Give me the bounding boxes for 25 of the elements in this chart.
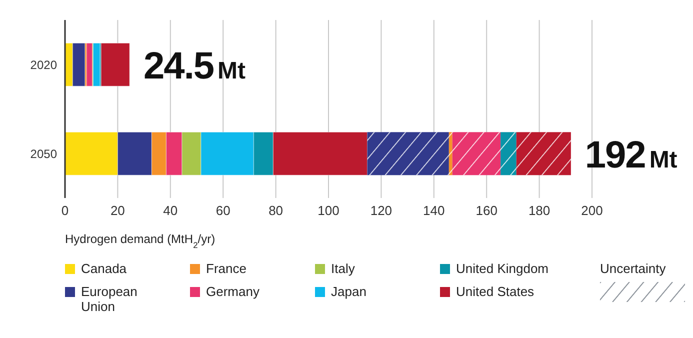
x-tick-label: 100 [318,203,340,218]
x-tick-label: 20 [110,203,125,218]
legend-label: United States [456,284,534,299]
x-tick-label: 180 [528,203,550,218]
x-tick-label: 200 [581,203,603,218]
annotation: 192Mt [584,134,678,176]
x-tick-label: 140 [423,203,445,218]
x-tick-label: 160 [476,203,498,218]
x-tick-label: 80 [268,203,284,218]
legend-label: European Union [81,284,138,314]
x-tick-label: 120 [370,203,392,218]
legend-label: Italy [331,261,355,276]
legend-label: Japan [331,284,366,299]
x-tick-label: 40 [163,203,178,218]
x-tick-label: 0 [61,203,69,218]
legend-label: Canada [81,261,127,276]
x-axis-title: Hydrogen demand (MtH$_{2}$/yr) [65,232,216,250]
text: Uncertainty [600,261,667,276]
x-tick-label: 60 [216,203,230,218]
annotation: 24.5Mt [144,46,246,88]
legend-label: Germany [206,284,260,299]
y-tick-label: 2020 [30,58,58,72]
y-tick-label: 2050 [30,146,58,161]
legend-label: United Kingdom [456,261,548,276]
legend-label: France [206,261,246,276]
